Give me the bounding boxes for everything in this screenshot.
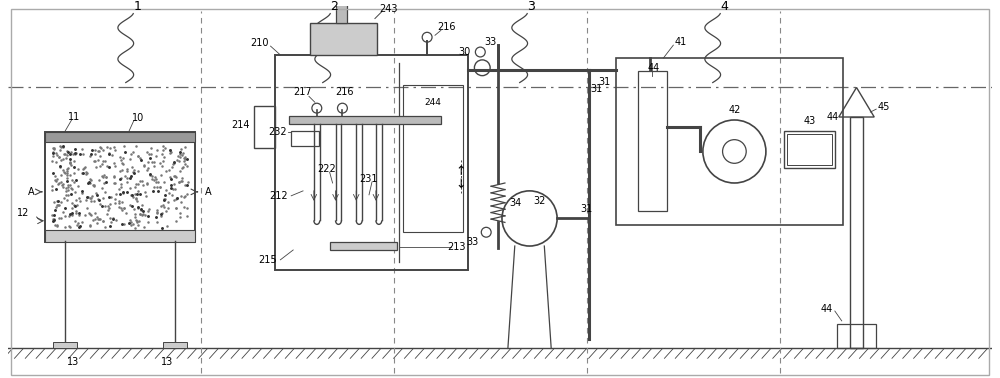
Bar	[163, 342, 187, 349]
Text: 44: 44	[827, 112, 839, 122]
Bar	[289, 116, 441, 124]
Bar	[403, 85, 463, 232]
Text: 216: 216	[438, 22, 456, 33]
Text: 222: 222	[317, 164, 336, 174]
Bar	[330, 242, 397, 250]
Text: 31: 31	[598, 77, 611, 87]
Bar	[45, 132, 195, 242]
Text: 232: 232	[268, 127, 287, 137]
Text: 2: 2	[331, 0, 338, 13]
Text: ↓: ↓	[455, 178, 466, 192]
Text: ↑: ↑	[455, 165, 466, 178]
Text: 42: 42	[728, 105, 741, 115]
Text: 44: 44	[648, 63, 660, 73]
Bar	[638, 71, 667, 211]
Text: 41: 41	[674, 37, 686, 47]
Bar	[616, 58, 843, 225]
Text: 214: 214	[232, 120, 250, 130]
Text: 31: 31	[590, 84, 603, 94]
Text: 12: 12	[17, 208, 30, 218]
Text: 1: 1	[134, 0, 142, 13]
Text: 210: 210	[250, 38, 269, 48]
Text: 216: 216	[335, 87, 354, 98]
Text: 4: 4	[721, 0, 728, 13]
Text: 3: 3	[528, 0, 535, 13]
Text: 217: 217	[294, 87, 312, 98]
Text: 13: 13	[66, 357, 79, 367]
Bar	[254, 106, 275, 147]
Text: 33: 33	[466, 237, 479, 247]
Bar	[784, 131, 835, 168]
Text: 10: 10	[132, 113, 145, 123]
Text: 43: 43	[803, 116, 815, 126]
Text: 44: 44	[821, 304, 833, 314]
Text: 212: 212	[269, 191, 288, 201]
Bar	[336, 0, 347, 23]
Text: 215: 215	[258, 255, 277, 265]
Bar	[291, 131, 319, 146]
Bar	[45, 230, 195, 242]
Text: 34: 34	[510, 198, 522, 208]
Text: 13: 13	[161, 357, 173, 367]
Text: 243: 243	[379, 4, 398, 14]
Bar	[310, 23, 377, 55]
Text: A: A	[28, 187, 35, 197]
Bar	[787, 134, 832, 165]
Bar	[850, 117, 863, 349]
Text: 30: 30	[458, 47, 471, 57]
Bar	[275, 55, 468, 270]
Text: 213: 213	[447, 242, 466, 252]
Text: A: A	[205, 187, 212, 197]
Text: 244: 244	[424, 98, 441, 107]
Bar	[45, 132, 195, 142]
Bar	[53, 342, 77, 349]
Text: 11: 11	[68, 112, 81, 122]
Bar	[837, 324, 876, 349]
Text: 32: 32	[533, 196, 546, 206]
Text: 231: 231	[359, 174, 377, 184]
Text: 33: 33	[484, 37, 496, 47]
Text: 45: 45	[878, 102, 890, 112]
Text: 31: 31	[581, 204, 593, 214]
